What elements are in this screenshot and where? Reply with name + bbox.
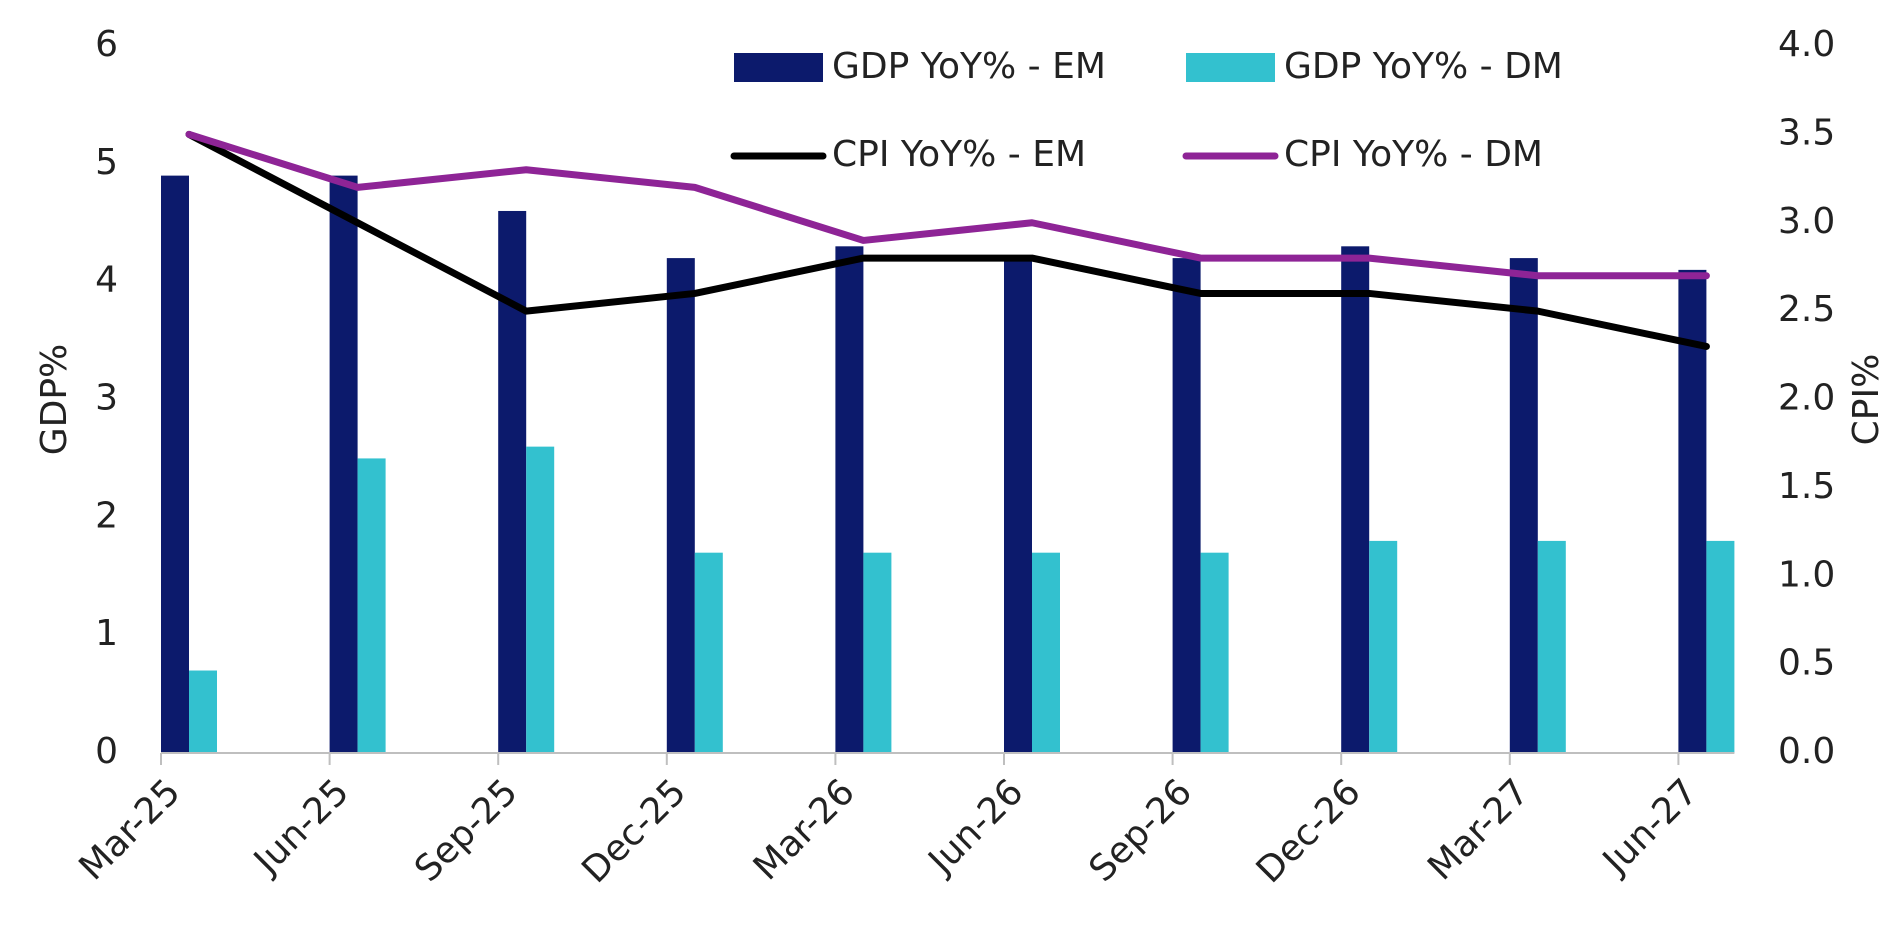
- bar: [1509, 258, 1538, 753]
- bar: [526, 446, 555, 753]
- y-tick-label: 1: [95, 613, 118, 654]
- bar: [1341, 246, 1370, 754]
- y-tick-label: 6: [95, 24, 118, 65]
- bar: [1706, 540, 1735, 753]
- bar: [161, 175, 189, 753]
- legend-label: CPI YoY% - EM: [832, 134, 1086, 175]
- x-tick-label: Jun-25: [245, 771, 357, 883]
- y-tick-label: 0: [95, 731, 118, 772]
- y2-tick-label: 0.5: [1778, 643, 1835, 684]
- y2-tick-label: 2.5: [1778, 289, 1835, 330]
- y2-tick-label: 3.5: [1778, 112, 1835, 153]
- bar: [357, 458, 386, 753]
- line: [185, 130, 1710, 350]
- y2-tick-label: 1.5: [1778, 466, 1835, 507]
- legend-label: GDP YoY% - EM: [832, 46, 1106, 87]
- y-tick-label: 2: [95, 495, 118, 536]
- y2-tick-label: 4.0: [1778, 24, 1835, 65]
- x-tick-label: Sep-26: [1081, 771, 1200, 890]
- bar: [1032, 552, 1060, 753]
- bar: [189, 670, 217, 753]
- bar: [1004, 258, 1032, 753]
- y2-tick-label: 2.0: [1778, 378, 1835, 419]
- bar: [1678, 269, 1707, 753]
- y-tick-label: 5: [95, 142, 118, 183]
- x-tick-label: Dec-26: [1249, 771, 1369, 891]
- bar: [694, 552, 723, 753]
- y-axis-title: GDP%: [34, 344, 75, 456]
- bar: [835, 246, 864, 754]
- legend-label: CPI YoY% - DM: [1284, 134, 1543, 175]
- bar: [863, 552, 892, 753]
- y2-tick-label: 3.0: [1778, 201, 1835, 242]
- x-tick-label: Sep-25: [407, 771, 526, 890]
- y2-axis-title: CPI%: [1846, 354, 1887, 446]
- bar: [329, 175, 358, 753]
- bar: [1172, 258, 1201, 753]
- y2-tick-label: 1.0: [1778, 554, 1835, 595]
- y-tick-label: 4: [95, 260, 118, 301]
- legend-swatch: [734, 53, 823, 82]
- y-tick-label: 3: [95, 378, 118, 419]
- x-tick-label: Mar-27: [1420, 771, 1537, 888]
- bar: [1537, 540, 1566, 753]
- line: [185, 130, 1710, 280]
- x-tick-label: Mar-26: [746, 771, 863, 888]
- bar: [498, 210, 527, 753]
- bar: [1369, 540, 1398, 753]
- legend-label: GDP YoY% - DM: [1284, 46, 1563, 87]
- y2-tick-label: 0.0: [1778, 731, 1835, 772]
- bar: [1200, 552, 1229, 753]
- bar: [666, 258, 695, 753]
- legend-swatch: [1186, 53, 1275, 82]
- x-tick-label: Dec-25: [574, 771, 694, 891]
- x-tick-label: Jun-27: [1594, 771, 1706, 883]
- x-tick-label: Jun-26: [920, 771, 1032, 883]
- x-tick-label: Mar-25: [71, 771, 188, 888]
